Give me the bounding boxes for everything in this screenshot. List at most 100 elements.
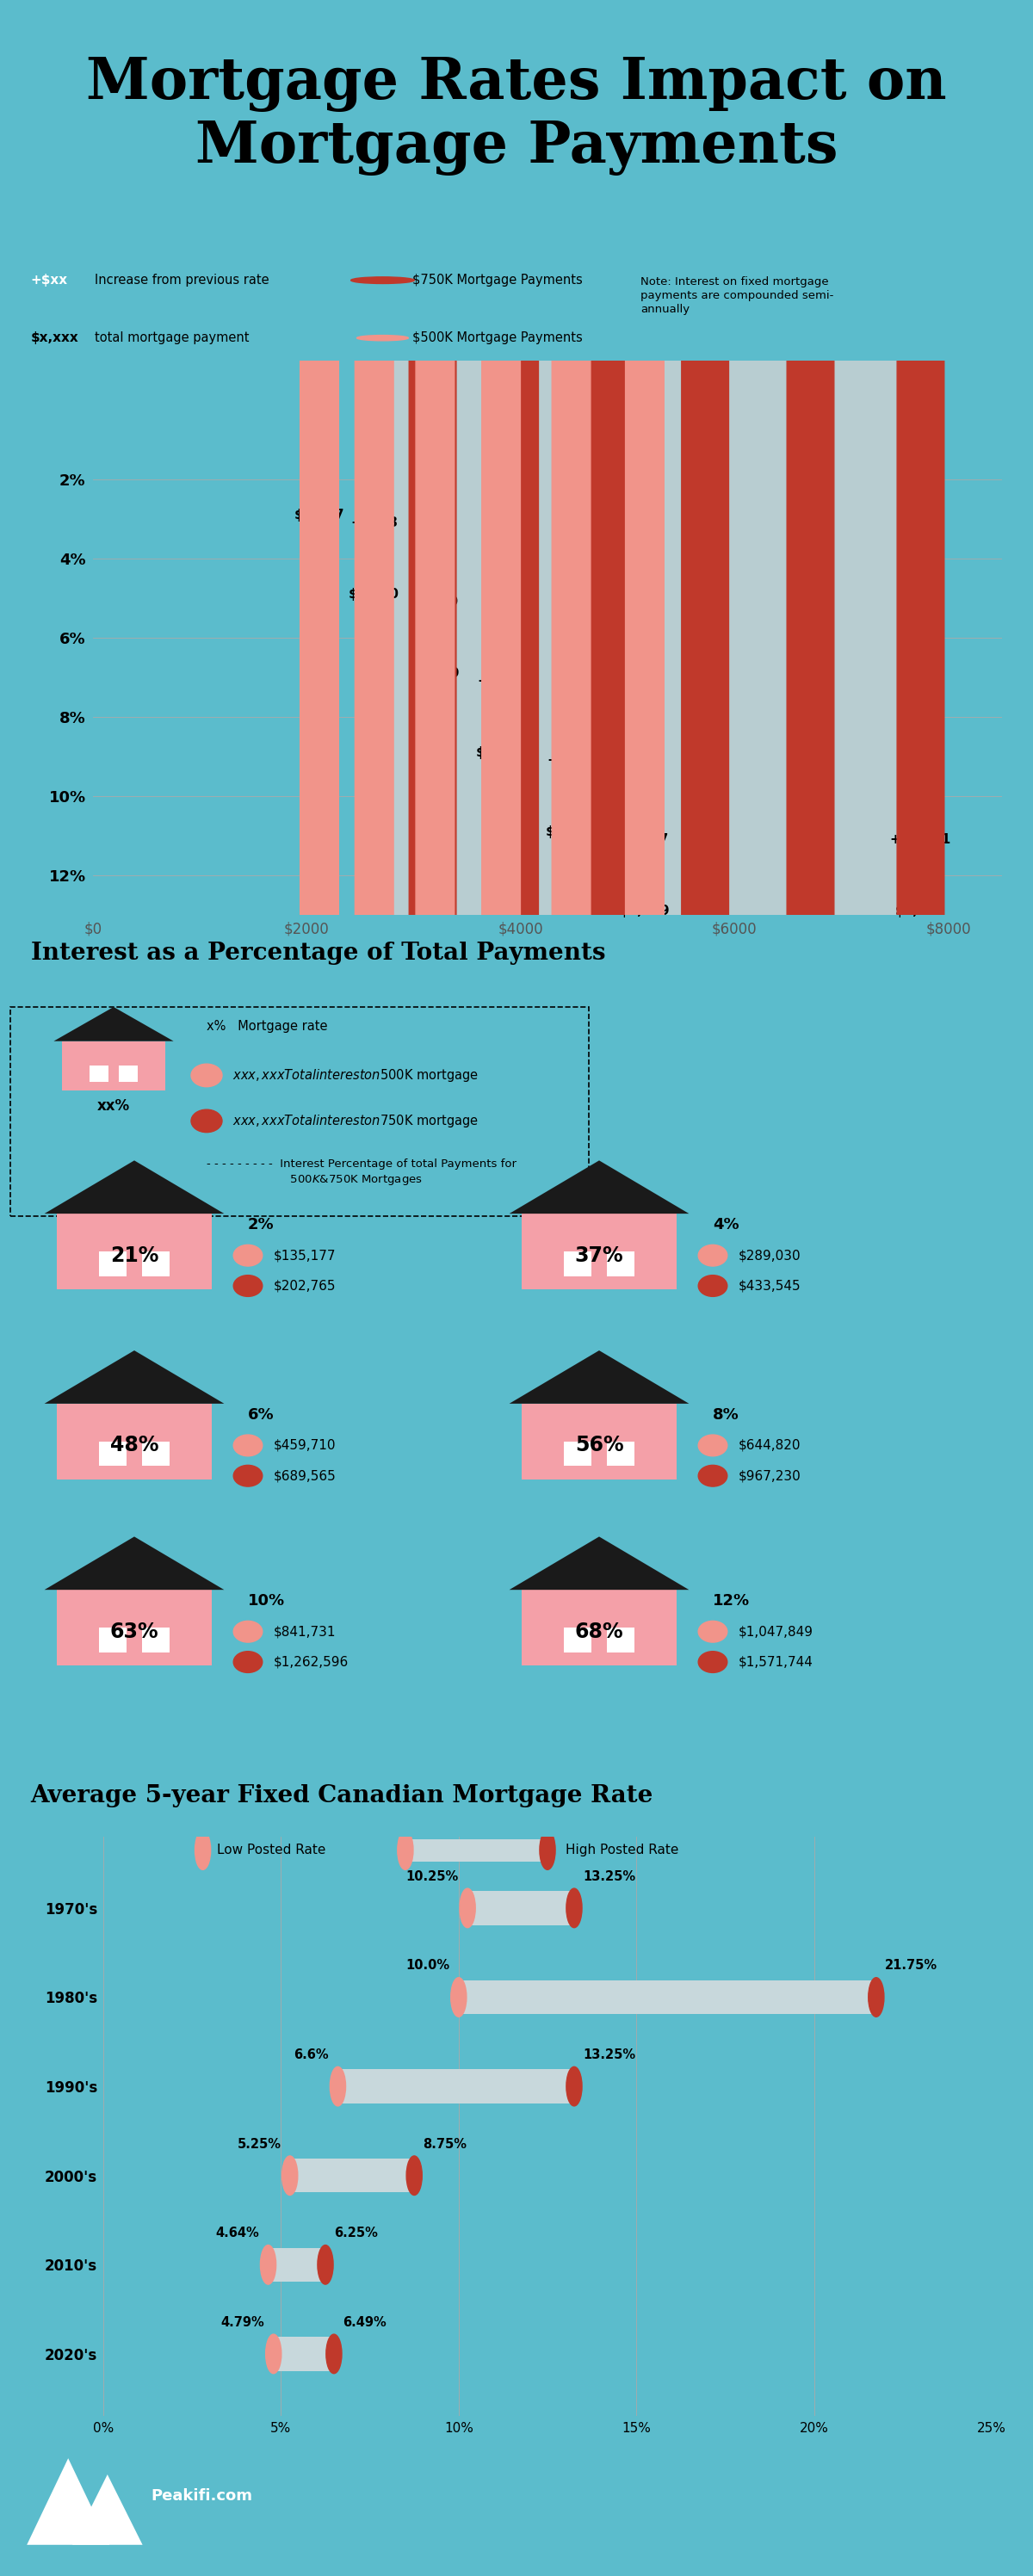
Text: 10.0%: 10.0% <box>406 1960 449 1973</box>
Circle shape <box>301 0 339 2576</box>
Text: $135,177: $135,177 <box>274 1249 336 1262</box>
Text: total mortgage payment: total mortgage payment <box>95 332 250 345</box>
Text: 8.75%: 8.75% <box>424 2138 467 2151</box>
Bar <box>645 0 920 2576</box>
Text: Mortgage Rates Impact on
Mortgage Payments: Mortgage Rates Impact on Mortgage Paymen… <box>86 57 947 175</box>
Text: 6.25%: 6.25% <box>335 2226 378 2239</box>
Circle shape <box>416 0 455 2576</box>
Text: $4,472: $4,472 <box>545 824 597 837</box>
Polygon shape <box>54 1007 174 1041</box>
Text: 21%: 21% <box>111 1244 158 1265</box>
Text: 4%: 4% <box>713 1218 740 1234</box>
Circle shape <box>233 1651 262 1672</box>
Circle shape <box>260 2246 276 2285</box>
Circle shape <box>566 1888 582 1927</box>
Circle shape <box>195 1832 211 1870</box>
Text: 5.25%: 5.25% <box>238 2138 281 2151</box>
Circle shape <box>409 0 457 2576</box>
Text: 13.25%: 13.25% <box>583 2048 635 2061</box>
Circle shape <box>356 335 408 340</box>
Text: 63%: 63% <box>109 1620 159 1641</box>
Text: $1,262,596: $1,262,596 <box>274 1656 349 1669</box>
Bar <box>57 1589 212 1667</box>
Circle shape <box>539 1832 556 1870</box>
Text: +$xx: +$xx <box>31 273 68 286</box>
Circle shape <box>406 2156 422 2195</box>
Text: 8%: 8% <box>713 1406 740 1422</box>
Circle shape <box>698 1435 727 1455</box>
Text: $2,117: $2,117 <box>294 507 345 520</box>
Text: +$926: +$926 <box>681 675 729 688</box>
Text: x%   Mortgage rate: x% Mortgage rate <box>207 1020 327 1033</box>
Polygon shape <box>509 1350 689 1404</box>
Text: Interest as a Percentage of Total Payments: Interest as a Percentage of Total Paymen… <box>31 940 605 966</box>
Text: $202,765: $202,765 <box>274 1280 336 1293</box>
Text: 6.49%: 6.49% <box>343 2316 386 2329</box>
Text: Low Posted Rate: Low Posted Rate <box>217 1844 325 1857</box>
Bar <box>501 0 706 2576</box>
Text: 37%: 37% <box>574 1244 624 1265</box>
Circle shape <box>233 1244 262 1265</box>
Circle shape <box>233 1435 262 1455</box>
Text: 13.25%: 13.25% <box>583 1870 635 1883</box>
Text: $5,159: $5,159 <box>620 904 670 917</box>
Bar <box>374 0 514 2576</box>
Text: $1,571,744: $1,571,744 <box>739 1656 813 1669</box>
Bar <box>62 1041 165 1090</box>
Polygon shape <box>27 2458 109 2545</box>
Text: 12%: 12% <box>713 1595 750 1610</box>
Text: $841,731: $841,731 <box>274 1625 336 1638</box>
Circle shape <box>351 278 414 283</box>
Text: $2,630: $2,630 <box>349 587 400 600</box>
Bar <box>274 2336 334 2370</box>
Circle shape <box>552 0 591 2576</box>
Text: $750K Mortgage Payments: $750K Mortgage Payments <box>412 273 583 286</box>
Bar <box>468 1891 574 1924</box>
Bar <box>143 1252 169 1275</box>
Text: 6%: 6% <box>248 1406 275 1422</box>
Text: $289,030: $289,030 <box>739 1249 802 1262</box>
Text: $3,176: $3,176 <box>407 507 458 520</box>
Circle shape <box>625 0 664 2576</box>
Text: $4,799: $4,799 <box>581 667 631 680</box>
Bar <box>57 1213 212 1291</box>
Text: +$1,031: +$1,031 <box>890 832 951 845</box>
Text: +$769: +$769 <box>491 515 538 528</box>
Text: $644,820: $644,820 <box>739 1440 801 1453</box>
Circle shape <box>355 0 394 2576</box>
Bar <box>522 1404 677 1479</box>
Text: $6,709: $6,709 <box>785 824 836 837</box>
Text: $xxx,xxx    Total interest on $750K mortgage: $xxx,xxx Total interest on $750K mortgag… <box>232 1113 478 1128</box>
Text: 10%: 10% <box>248 1595 285 1610</box>
Polygon shape <box>509 1538 689 1589</box>
Bar <box>564 1252 591 1275</box>
Text: 10.25%: 10.25% <box>406 1870 459 1883</box>
Text: 21.75%: 21.75% <box>885 1960 938 1973</box>
Bar <box>57 1404 212 1479</box>
Circle shape <box>191 1064 222 1087</box>
Circle shape <box>698 1466 727 1486</box>
Bar <box>435 0 606 2576</box>
Text: +$617: +$617 <box>477 675 525 688</box>
Text: 56%: 56% <box>574 1435 624 1455</box>
Text: Peakifi.com: Peakifi.com <box>151 2488 252 2504</box>
Circle shape <box>450 1978 467 2017</box>
Text: Increase from previous rate: Increase from previous rate <box>95 273 270 286</box>
Text: $7,739: $7,739 <box>896 904 946 917</box>
Bar <box>338 2069 574 2102</box>
Text: $5,724: $5,724 <box>680 747 730 760</box>
Circle shape <box>398 1832 413 1870</box>
Bar <box>143 1443 169 1466</box>
Text: +$853: +$853 <box>583 595 630 608</box>
Bar <box>405 1839 547 1862</box>
Bar <box>522 1213 677 1291</box>
Circle shape <box>265 2334 281 2372</box>
Circle shape <box>698 1620 727 1643</box>
Bar <box>607 1443 634 1466</box>
Text: $xxx,xxx    Total interest on $500K mortgage: $xxx,xxx Total interest on $500K mortgag… <box>232 1066 478 1084</box>
Text: $967,230: $967,230 <box>739 1468 802 1481</box>
Text: 6.6%: 6.6% <box>294 2048 328 2061</box>
Circle shape <box>191 1110 222 1133</box>
Bar <box>607 1628 634 1651</box>
Circle shape <box>698 1651 727 1672</box>
